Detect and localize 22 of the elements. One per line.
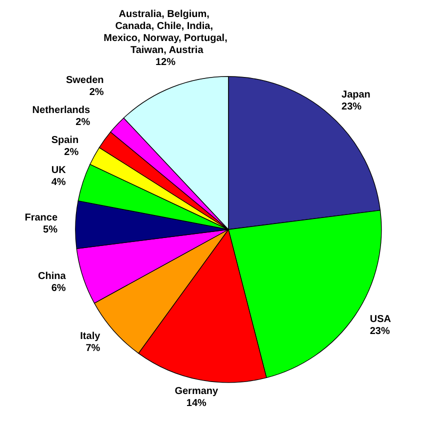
data-label: 5%	[43, 224, 58, 236]
data-label: 23%	[342, 102, 362, 113]
slice-label: Italy	[80, 331, 101, 342]
data-label: 2%	[76, 117, 90, 128]
slice-label: Germany	[174, 386, 218, 397]
slice-label: Australia, Belgium, Canada, Chile, India, Mexico, Norway, Portugal, Taiwan, Austria	[104, 9, 228, 56]
slice-label: UK	[51, 165, 67, 176]
data-label: 2%	[64, 147, 79, 158]
slice-label: China	[38, 270, 66, 282]
slice-label: Sweden	[66, 75, 104, 86]
slice-label: Netherlands	[32, 105, 91, 116]
data-label: 7%	[86, 343, 100, 354]
data-label: 2%	[89, 87, 104, 98]
data-label: 12%	[155, 57, 176, 68]
data-label: 14%	[186, 398, 207, 409]
data-label: 6%	[51, 282, 66, 294]
data-label: 4%	[51, 177, 66, 188]
data-label: 23%	[370, 326, 390, 338]
slice-label: Japan	[342, 90, 370, 101]
slice-label: Spain	[51, 135, 79, 146]
slice-label: France	[24, 212, 58, 224]
slice-label: USA	[370, 314, 391, 326]
